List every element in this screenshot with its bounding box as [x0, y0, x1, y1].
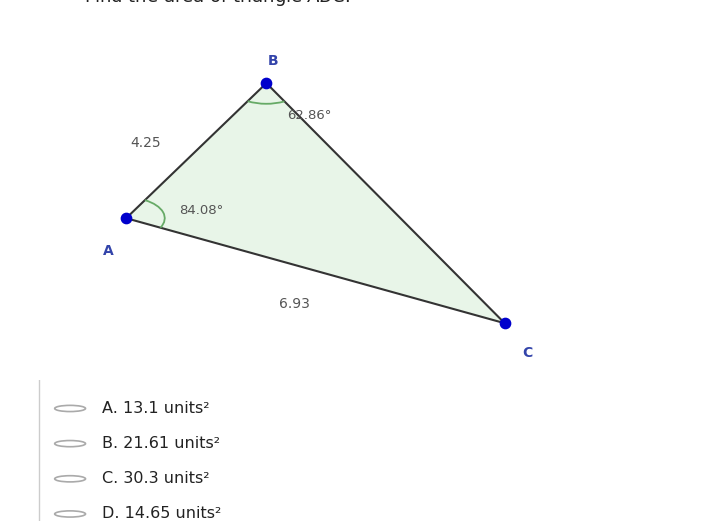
Point	[121, 214, 132, 222]
Text: A. 13.1 units²: A. 13.1 units²	[102, 401, 209, 416]
Text: 62.86°: 62.86°	[287, 108, 332, 121]
Point	[499, 319, 510, 327]
Point	[261, 79, 272, 88]
Text: C: C	[522, 346, 533, 359]
Text: 6.93: 6.93	[279, 297, 310, 311]
Text: B: B	[268, 54, 279, 68]
Text: Find the area of triangle $\mathit{ABC}$.: Find the area of triangle $\mathit{ABC}$…	[84, 0, 350, 8]
Text: D. 14.65 units²: D. 14.65 units²	[102, 506, 221, 521]
Text: A: A	[103, 244, 114, 258]
Text: 84.08°: 84.08°	[179, 204, 223, 217]
Text: 4.25: 4.25	[130, 136, 161, 150]
Text: B. 21.61 units²: B. 21.61 units²	[102, 436, 219, 451]
Polygon shape	[126, 83, 505, 323]
Text: C. 30.3 units²: C. 30.3 units²	[102, 472, 209, 486]
